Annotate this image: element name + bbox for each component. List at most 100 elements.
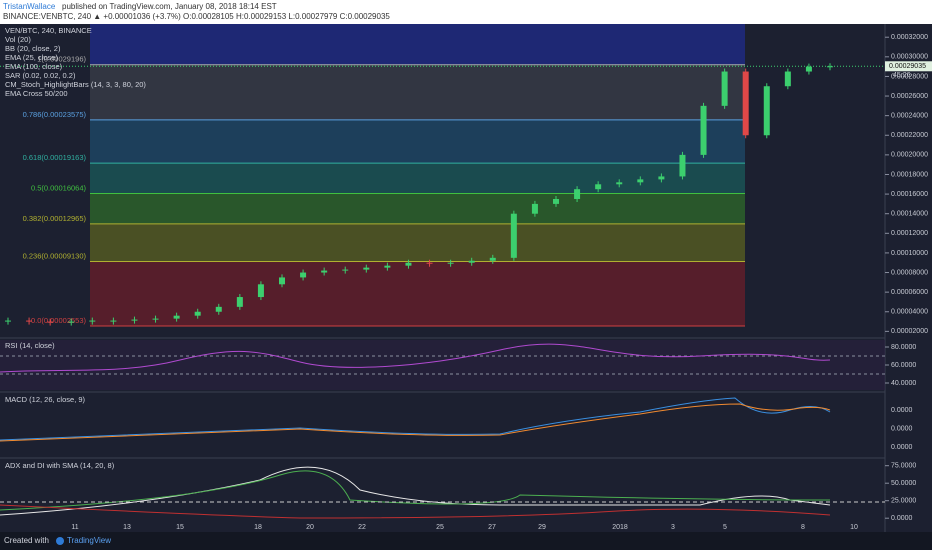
- candle: [384, 265, 391, 268]
- candle: [236, 297, 243, 307]
- y-tick-label: 0.00028000: [891, 73, 928, 80]
- x-tick-label: 18: [254, 524, 262, 531]
- countdown: 45:26: [893, 72, 911, 79]
- x-tick-label: 22: [358, 524, 366, 531]
- y-tick-label: 0.0000: [891, 444, 913, 451]
- y-tick-label: 0.00022000: [891, 132, 928, 139]
- y-tick-label: 0.00018000: [891, 171, 928, 178]
- y-tick-label: 0.00030000: [891, 54, 928, 61]
- x-tick-label: 10: [850, 524, 858, 531]
- legend-entry: EMA (100, close): [5, 62, 63, 71]
- candle: [531, 203, 538, 214]
- fib-label: 0.5(0.00016064): [31, 183, 87, 192]
- rsi-band: [0, 340, 885, 390]
- fib-label: 0.618(0.00019163): [23, 153, 87, 162]
- candle: [574, 189, 581, 199]
- x-tick-label: 29: [538, 524, 546, 531]
- signal-line: [0, 403, 831, 442]
- candle: [489, 257, 496, 261]
- y-tick-label: 0.00026000: [891, 93, 928, 100]
- legend-entry: Vol (20): [5, 35, 31, 44]
- fib-label: 0.786(0.00023575): [23, 110, 87, 119]
- candle: [300, 272, 307, 278]
- y-tick-label: 40.0000: [891, 380, 916, 387]
- x-tick-label: 2018: [612, 524, 628, 531]
- y-tick-label: 50.0000: [891, 480, 916, 487]
- fib-label: 0.382(0.00012965): [23, 214, 87, 223]
- candle: [215, 306, 222, 312]
- y-tick-label: 0.0000: [891, 425, 913, 432]
- fib-label: 0.236(0.00009130): [23, 251, 87, 260]
- candle: [279, 277, 285, 285]
- fib-band: [90, 163, 745, 194]
- x-tick-label: 11: [71, 524, 78, 531]
- candle: [468, 260, 475, 263]
- x-tick-label: 5: [723, 524, 727, 531]
- y-tick-label: 75.0000: [891, 463, 916, 470]
- candle: [47, 321, 54, 323]
- candle: [26, 320, 33, 322]
- legend-entry: SAR (0.02, 0.02, 0.2): [5, 71, 76, 80]
- panel-title: ADX and DI with SMA (14, 20, 8): [5, 461, 115, 470]
- candle: [805, 66, 812, 72]
- candle: [342, 269, 349, 271]
- candle: [721, 71, 728, 106]
- x-tick-label: 8: [801, 524, 805, 531]
- fib-band: [90, 119, 745, 164]
- fib-band: [90, 193, 745, 224]
- candle: [658, 176, 665, 180]
- candle: [637, 179, 644, 183]
- x-tick-label: 20: [306, 524, 314, 531]
- y-tick-label: 0.00032000: [891, 34, 928, 41]
- fib-band: [90, 261, 745, 326]
- fib-label: 1(0.00029196): [37, 55, 86, 64]
- x-tick-label: 25: [436, 524, 444, 531]
- y-tick-label: 0.0000: [891, 407, 913, 414]
- candle: [152, 318, 159, 320]
- panel-title: MACD (12, 26, close, 9): [5, 395, 86, 404]
- legend-entry: EMA Cross 50/200: [5, 89, 68, 98]
- legend-entry: EMA (25, close): [5, 53, 58, 62]
- legend-entry: BB (20, close, 2): [5, 44, 61, 53]
- legend-entry: CM_Stoch_HighlightBars (14, 3, 3, 80, 20…: [5, 80, 146, 89]
- y-tick-label: 0.0000: [891, 515, 913, 522]
- fib-band: [90, 24, 745, 65]
- brand[interactable]: TradingView: [67, 536, 111, 545]
- candle: [5, 320, 11, 322]
- candle: [173, 315, 180, 319]
- candle: [321, 270, 328, 273]
- y-tick-label: 0.00008000: [891, 269, 928, 276]
- candle: [827, 66, 833, 68]
- y-tick-label: 0.00004000: [891, 309, 928, 316]
- x-tick-label: 3: [671, 524, 675, 531]
- y-tick-label: 0.00020000: [891, 152, 928, 159]
- candle: [363, 267, 370, 270]
- x-tick-label: 13: [123, 524, 131, 531]
- rsi-line: [0, 343, 831, 373]
- header-bar: [0, 0, 932, 24]
- fib-band: [90, 223, 745, 262]
- candle: [616, 182, 623, 185]
- panel-title: RSI (14, close): [5, 341, 55, 350]
- candle: [679, 154, 686, 177]
- author[interactable]: TristanWallace: [3, 2, 56, 11]
- candle: [763, 86, 770, 136]
- x-tick-label: 27: [488, 524, 496, 531]
- candle: [68, 321, 75, 323]
- candle: [742, 71, 749, 136]
- y-tick-label: 0.00006000: [891, 289, 928, 296]
- published: published on TradingView.com, January 08…: [62, 2, 277, 11]
- y-tick-label: 0.00014000: [891, 211, 928, 218]
- y-tick-label: 0.00012000: [891, 230, 928, 237]
- created-with: Created with: [4, 536, 49, 545]
- fib-band: [90, 64, 745, 120]
- candle: [194, 311, 201, 316]
- candle: [447, 262, 454, 264]
- fib-label: 0.0(0.00002553): [31, 316, 87, 325]
- candle: [553, 198, 559, 204]
- y-tick-label: 60.0000: [891, 362, 916, 369]
- candle: [510, 213, 517, 258]
- footer-bar: [0, 532, 932, 550]
- candle: [405, 262, 412, 266]
- last-price-box: [885, 61, 932, 72]
